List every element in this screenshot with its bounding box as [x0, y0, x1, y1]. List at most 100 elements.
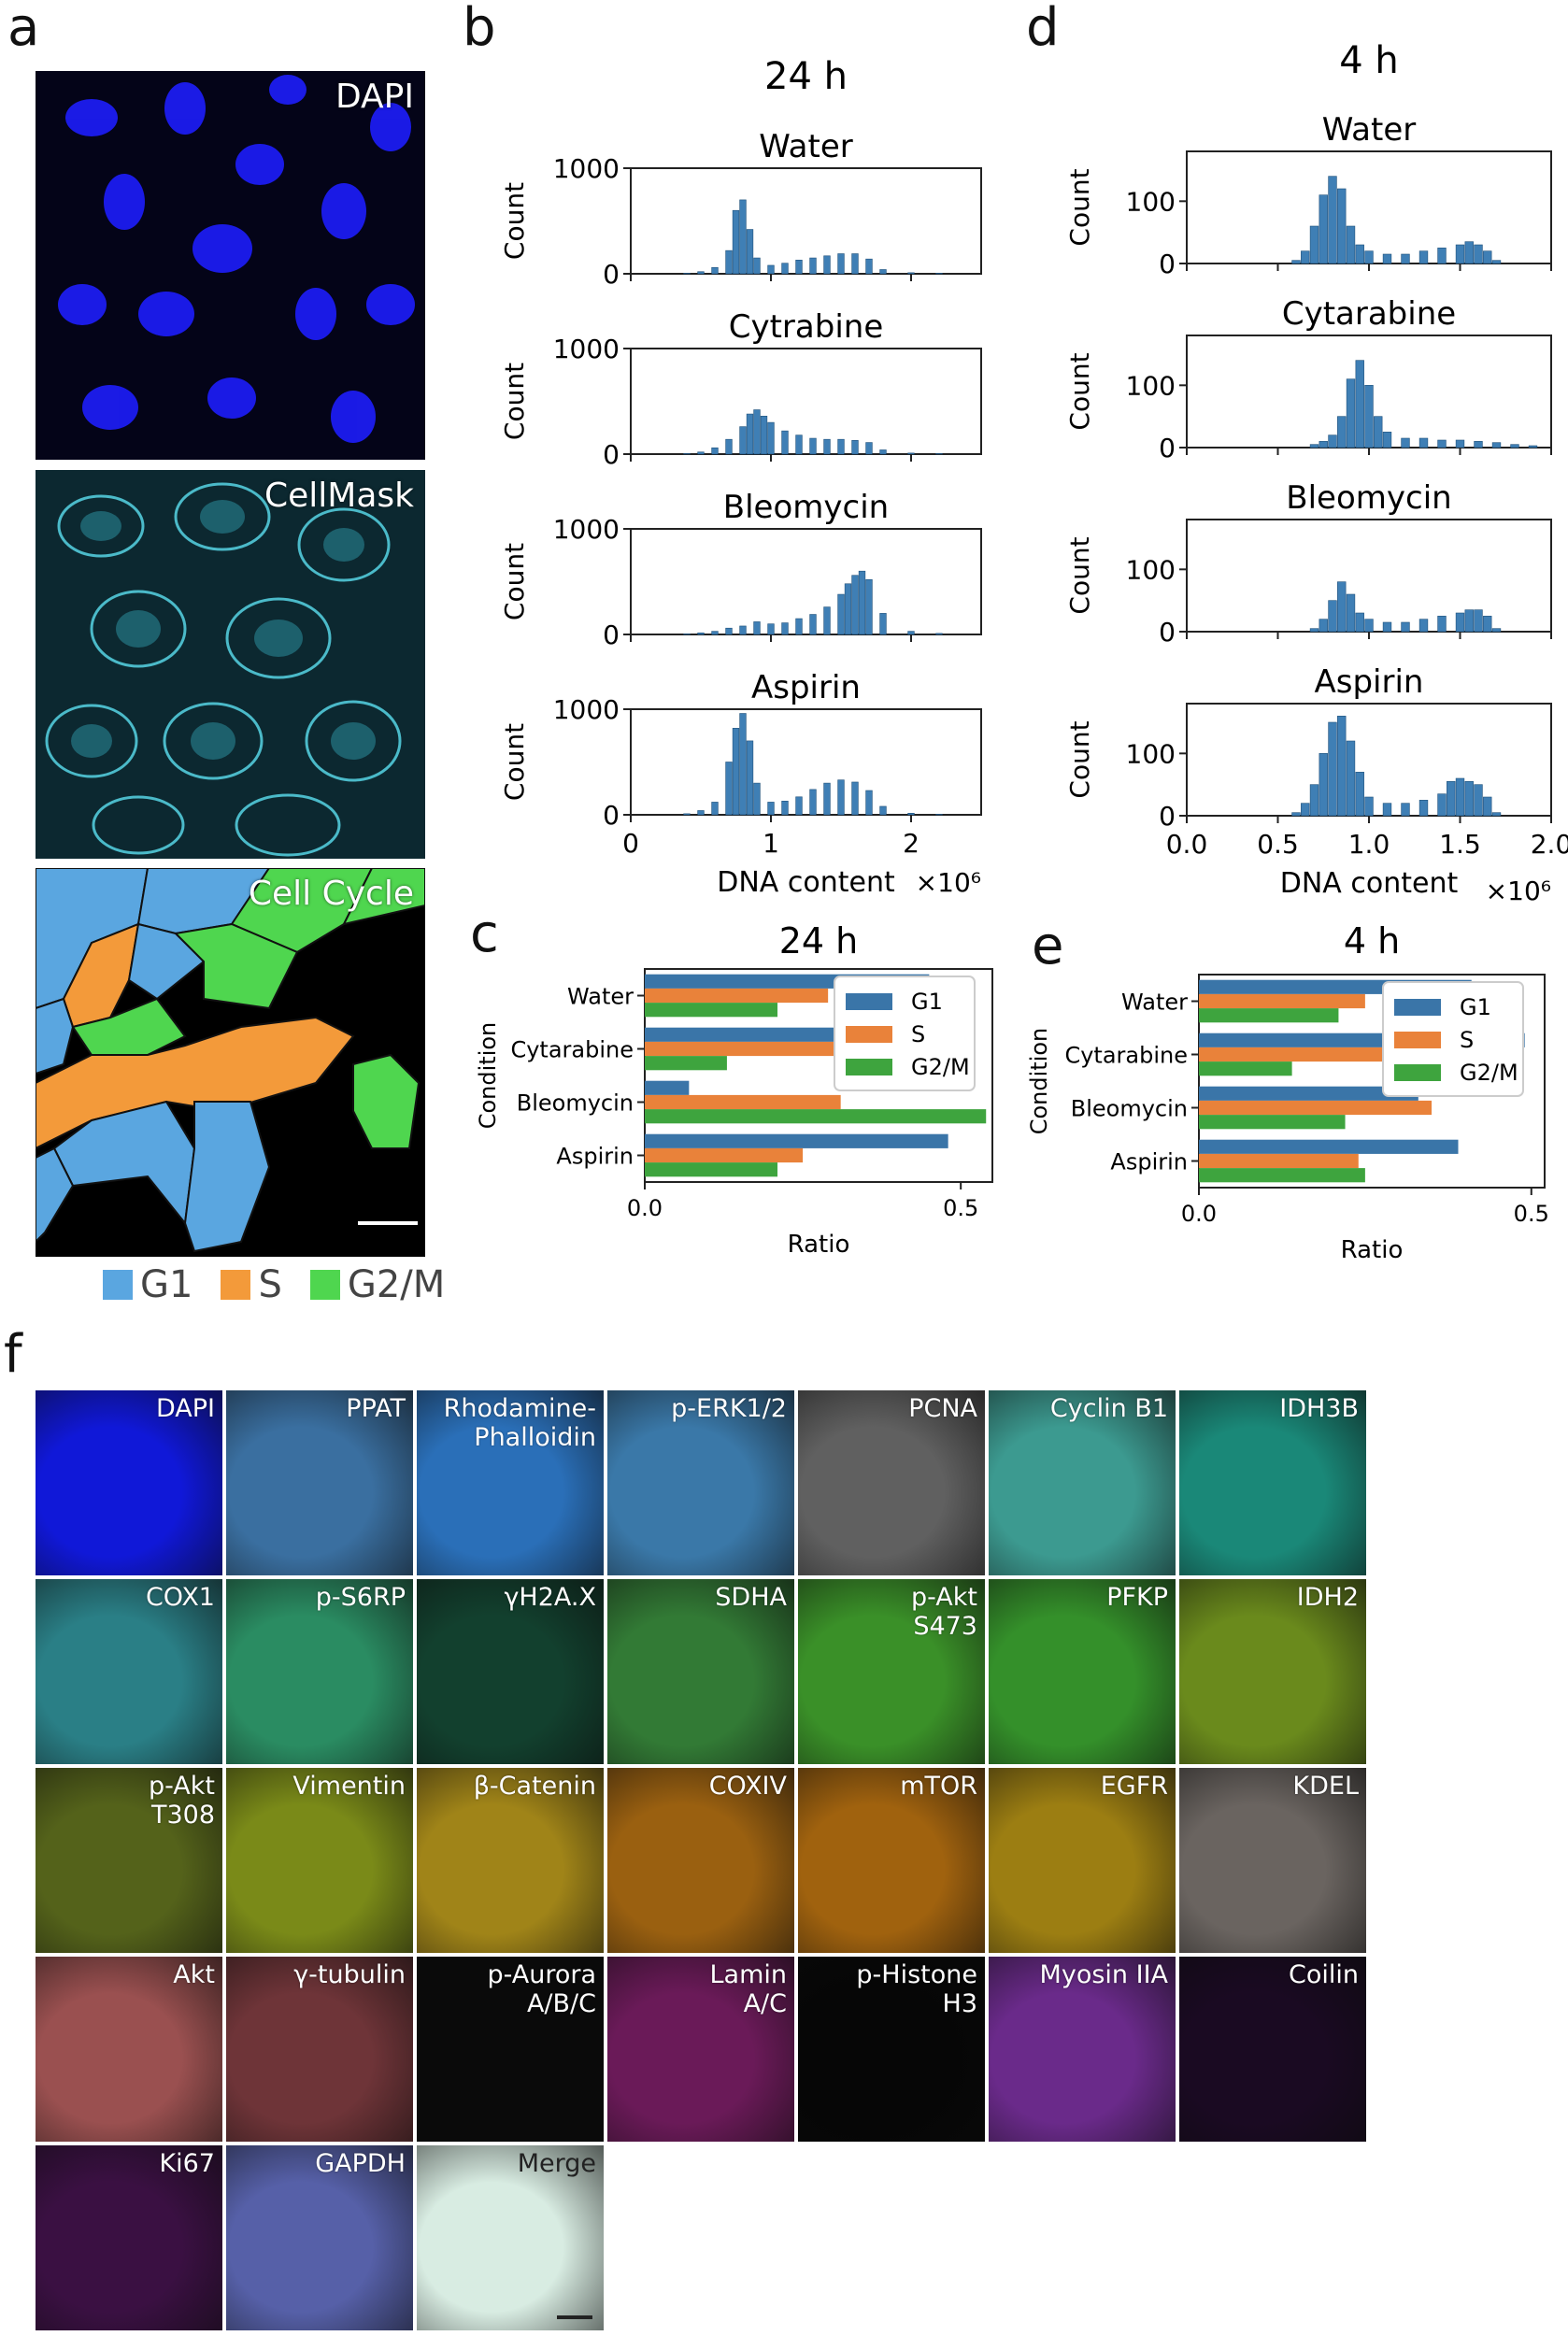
ratio-bar-chart-c: 24 h Water Cytarabine Bleomycin Aspirin 0.0 0.…: [475, 920, 993, 1259]
histogram-panel-b: 24 hWater01000CountCytrabine01000CountBl…: [499, 55, 982, 899]
histogram-bar: [781, 430, 789, 455]
histogram-bar: [683, 273, 691, 275]
marker-tile: Lamin A/C: [607, 1957, 794, 2142]
histogram-bar: [1401, 621, 1410, 633]
histogram-bar: [697, 633, 705, 635]
histogram-bar: [1328, 721, 1337, 817]
histogram-bar: [1455, 439, 1465, 449]
histogram-bar: [865, 442, 873, 455]
merge-scale-bar: [557, 2315, 592, 2319]
histogram-bar: [1301, 250, 1310, 264]
histogram-bar: [1474, 609, 1483, 633]
y-tick-label: 0: [1159, 433, 1176, 463]
cell-cycle-segmentation: [36, 868, 425, 1253]
legend-swatch-c: [846, 1026, 892, 1043]
histogram-bar: [1474, 784, 1483, 817]
histogram-bar: [1455, 612, 1465, 633]
histogram-bar: [809, 614, 817, 635]
plot-frame-e: [1198, 974, 1546, 1189]
marker-tile: γ-tubulin: [226, 1957, 413, 2142]
histogram-bar: [1346, 225, 1356, 264]
legend-label-c-1: S: [911, 1021, 925, 1047]
histogram-bar: [1301, 803, 1310, 817]
ratio-bar: [1199, 993, 1365, 1009]
marker-tile: mTOR: [798, 1768, 985, 1953]
legend-label-e-2: G2/M: [1460, 1060, 1518, 1086]
marker-tile: DAPI: [36, 1390, 222, 1575]
histogram-bar: [1374, 416, 1383, 449]
histogram-bar: [1455, 244, 1465, 264]
histogram-bar: [1447, 781, 1456, 817]
histogram-bar: [1464, 781, 1474, 817]
ratio-bar: [1199, 1061, 1292, 1076]
histogram-bar: [935, 814, 943, 816]
marker-tile: p-Akt S473: [798, 1579, 985, 1764]
x-tick-label: 1.5: [1439, 829, 1481, 860]
panel-label-e: e: [1032, 916, 1064, 976]
histogram-bar: [1328, 434, 1337, 449]
marker-tile-label: Merge: [517, 2149, 596, 2178]
marker-tile-label: p-ERK1/2: [671, 1394, 787, 1423]
marker-tile-label: PPAT: [346, 1394, 406, 1423]
ratio-bar: [1199, 1008, 1339, 1023]
histogram-bar: [907, 631, 915, 635]
histogram-bar: [1355, 244, 1364, 264]
histogram-bar: [1319, 441, 1328, 449]
histogram-bar: [851, 253, 859, 275]
histogram-bar: [1418, 437, 1429, 449]
histogram-bar: [1337, 716, 1347, 817]
x-multiplier-d: ×10⁶: [1486, 876, 1551, 906]
x-tick-label: 2: [903, 828, 919, 859]
cell-cycle-image: Cell Cycle: [36, 868, 425, 1257]
x-tick-label: 0.5: [1514, 1201, 1549, 1227]
histogram-bar: [823, 438, 831, 455]
ratio-bar: [645, 1056, 727, 1071]
histogram-bar: [781, 622, 789, 635]
histogram-bar: [711, 802, 719, 816]
histogram-bar: [767, 264, 775, 275]
legend-item-g2m: G2/M: [309, 1263, 445, 1306]
marker-tile-label: Akt: [173, 1960, 215, 1989]
cellmask-label: CellMask: [264, 477, 414, 515]
y-tick-label: 100: [1126, 738, 1176, 769]
histogram-bar: [1528, 445, 1538, 449]
marker-tile: EGFR: [989, 1768, 1176, 1953]
marker-tile-label: SDHA: [715, 1583, 787, 1612]
x-tick-label: 1: [763, 828, 779, 859]
histogram-bar: [725, 249, 733, 275]
y-tick-label: 0: [1159, 617, 1176, 648]
legend-swatch-e: [1394, 1064, 1441, 1081]
histogram-panel-d: 4 h Water 0 100 Count Cytarabine 0 100 Count Bleo…: [1064, 39, 1568, 906]
y-axis-label-b-2: Count: [499, 543, 530, 620]
histogram-bar: [1355, 612, 1364, 633]
y-axis-label-b-1: Count: [499, 363, 530, 440]
x-tick-label: 0.0: [627, 1195, 663, 1221]
histogram-bar: [781, 801, 789, 816]
histogram-bar: [1401, 803, 1410, 817]
marker-tile-label: Lamin A/C: [709, 1960, 787, 2019]
ratio-bar: [1199, 1086, 1418, 1101]
s-swatch: [221, 1270, 251, 1300]
histogram-bar: [1346, 740, 1356, 817]
histogram-bar: [683, 453, 691, 455]
histogram-bar: [1437, 248, 1447, 264]
histogram-bar: [879, 269, 887, 275]
histogram-bar: [725, 627, 733, 635]
marker-tile: p-Akt T308: [36, 1768, 222, 1953]
legend-swatch-c: [846, 993, 892, 1010]
marker-tile-label: EGFR: [1100, 1772, 1168, 1801]
marker-tile: Cyclin B1: [989, 1390, 1176, 1575]
marker-tile-label: p-S6RP: [315, 1583, 406, 1612]
histogram-bar: [746, 229, 754, 275]
marker-tile-label: Cyclin B1: [1049, 1394, 1168, 1423]
histogram-bar: [1418, 800, 1429, 817]
category-label-c-0: Water: [567, 984, 634, 1010]
histogram-bar: [837, 253, 845, 275]
histogram-bar: [1382, 621, 1392, 633]
marker-tile: p-ERK1/2: [607, 1390, 794, 1575]
marker-tile-label: mTOR: [900, 1772, 977, 1801]
histogram-bar: [1355, 772, 1364, 817]
histogram-bar: [1382, 432, 1392, 449]
ratio-bar: [645, 1147, 804, 1163]
marker-tile-label: PFKP: [1106, 1583, 1168, 1612]
